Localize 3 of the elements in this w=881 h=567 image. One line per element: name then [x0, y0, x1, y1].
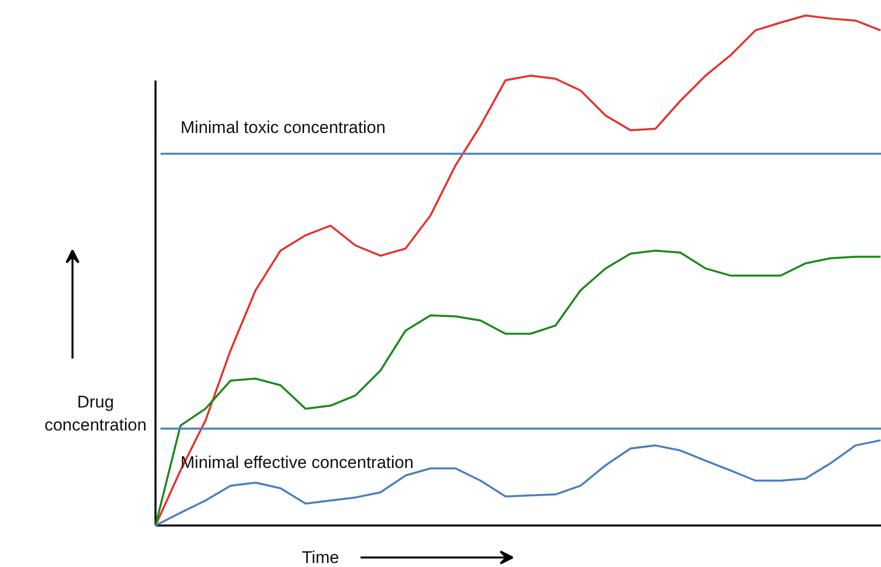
ref-line-label: Minimal toxic concentration	[180, 118, 386, 138]
x-axis-title: Time	[302, 548, 340, 567]
y-axis-title: Drug concentration	[44, 392, 147, 434]
